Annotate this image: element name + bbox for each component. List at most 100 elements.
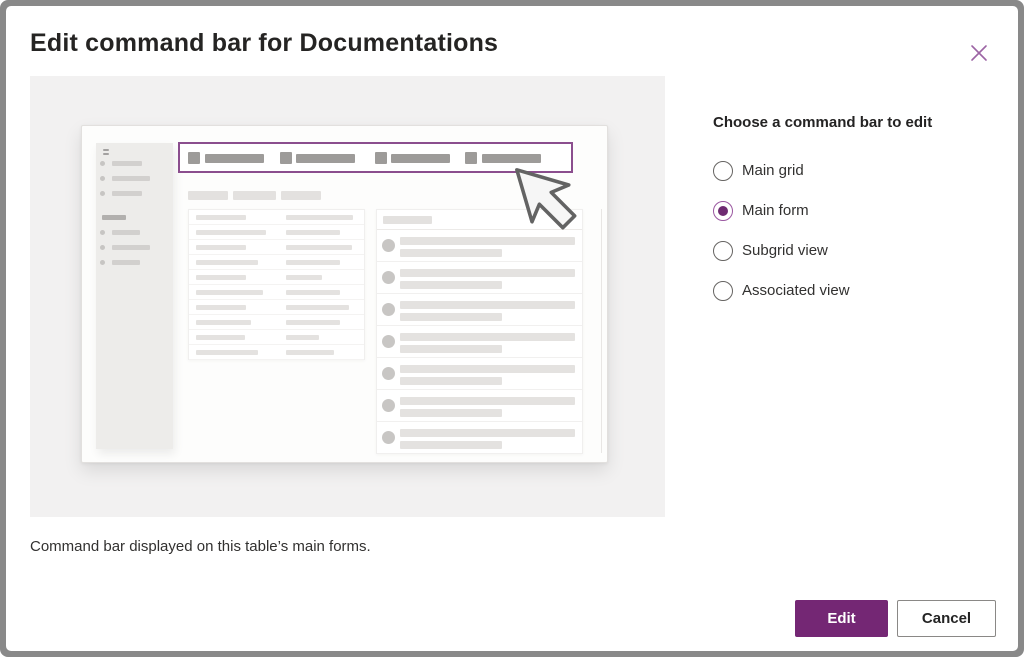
- wireframe-timeline-list: [376, 209, 583, 454]
- list-item-avatar: [382, 303, 395, 316]
- sidebar-item-bullet: [100, 245, 105, 250]
- list-item: [377, 358, 582, 390]
- list-item: [377, 230, 582, 262]
- command-label-bar: [296, 153, 355, 163]
- dialog-caption: Command bar displayed on this table’s ma…: [30, 538, 371, 555]
- field-label-bar: [196, 215, 246, 220]
- field-value-bar: [286, 245, 352, 250]
- command-label-bar: [391, 153, 450, 163]
- field-value-bar: [286, 290, 340, 295]
- close-icon: [971, 45, 987, 61]
- field-label-bar: [196, 290, 263, 295]
- list-item: [377, 262, 582, 294]
- form-field-row: [189, 270, 364, 285]
- field-value-bar: [286, 230, 340, 235]
- list-item-line-short: [400, 313, 502, 321]
- list-item-line-short: [400, 409, 502, 417]
- radio-unselected-icon: [713, 280, 733, 301]
- field-value-bar: [286, 305, 349, 310]
- list-header: [377, 210, 582, 230]
- list-item-line-long: [400, 365, 575, 373]
- tab-bar: [281, 191, 321, 200]
- list-item-line-long: [400, 333, 575, 341]
- list-item-line-short: [400, 249, 502, 257]
- sidebar-item-bar: [112, 230, 140, 235]
- wireframe-sidebar: [96, 143, 173, 449]
- sidebar-item-bar: [112, 260, 140, 265]
- dialog-title: Edit command bar for Documentations: [30, 29, 499, 57]
- form-field-row: [189, 225, 364, 240]
- field-value-bar: [286, 215, 353, 220]
- form-field-row: [189, 345, 364, 360]
- field-label-bar: [196, 335, 245, 340]
- list-item-line-long: [400, 429, 575, 437]
- radio-dot: [718, 205, 728, 216]
- sidebar-item-bullet: [100, 161, 105, 166]
- wireframe-form-fields: [188, 209, 365, 360]
- wireframe-tabs: [188, 191, 368, 200]
- list-item: [377, 390, 582, 422]
- list-item-avatar: [382, 367, 395, 380]
- radio-unselected-icon: [713, 160, 733, 181]
- sidebar-item-bullet: [100, 230, 105, 235]
- command-icon-square: [465, 152, 477, 164]
- chooser-heading: Choose a command bar to edit: [713, 114, 933, 131]
- form-field-row: [189, 255, 364, 270]
- sidebar-item-bar: [112, 245, 150, 250]
- list-item: [377, 326, 582, 358]
- radio-label: Subgrid view: [742, 242, 828, 259]
- cursor-arrow-icon: [515, 168, 577, 230]
- hamburger-icon-bar: [103, 149, 109, 151]
- sidebar-item-bar: [112, 191, 142, 196]
- edit-button[interactable]: Edit: [795, 600, 888, 637]
- command-label-bar: [205, 153, 264, 163]
- sidebar-item-bar: [112, 176, 150, 181]
- field-label-bar: [196, 275, 246, 280]
- radio-option-subgrid-view[interactable]: Subgrid view: [713, 240, 828, 261]
- close-button[interactable]: [963, 37, 995, 69]
- list-item-avatar: [382, 239, 395, 252]
- radio-label: Main grid: [742, 162, 804, 179]
- highlighted-command-bar: [178, 142, 573, 173]
- field-label-bar: [196, 230, 266, 235]
- list-item-line-short: [400, 281, 502, 289]
- radio-unselected-icon: [713, 240, 733, 261]
- list-item: [377, 294, 582, 326]
- list-item-line-short: [400, 441, 502, 449]
- radio-option-main-grid[interactable]: Main grid: [713, 160, 804, 181]
- sidebar-item-bullet: [100, 191, 105, 196]
- form-field-row: [189, 240, 364, 255]
- field-value-bar: [286, 335, 319, 340]
- radio-selected-icon: [713, 200, 733, 221]
- list-item-avatar: [382, 335, 395, 348]
- edit-command-bar-dialog: Edit command bar for Documentations Comm…: [6, 6, 1018, 651]
- hamburger-icon-bar: [103, 153, 109, 155]
- tab-bar: [188, 191, 228, 200]
- command-icon-square: [375, 152, 387, 164]
- tab-bar: [233, 191, 276, 200]
- form-field-row: [189, 330, 364, 345]
- field-label-bar: [196, 260, 258, 265]
- sidebar-item-bar: [112, 161, 142, 166]
- list-item-avatar: [382, 271, 395, 284]
- list-item-avatar: [382, 431, 395, 444]
- field-label-bar: [196, 305, 246, 310]
- command-icon-square: [188, 152, 200, 164]
- preview-panel: [30, 76, 665, 517]
- sidebar-item-bullet: [100, 176, 105, 181]
- field-label-bar: [196, 320, 251, 325]
- field-label-bar: [196, 350, 258, 355]
- list-item-line-long: [400, 397, 575, 405]
- list-item-line-long: [400, 269, 575, 277]
- wireframe-scrollbar: [601, 209, 602, 453]
- form-field-row: [189, 315, 364, 330]
- list-item-line-short: [400, 345, 502, 353]
- radio-option-main-form[interactable]: Main form: [713, 200, 809, 221]
- command-label-bar: [482, 153, 541, 163]
- list-item: [377, 422, 582, 454]
- list-item-line-short: [400, 377, 502, 385]
- radio-option-associated-view[interactable]: Associated view: [713, 280, 850, 301]
- cancel-button[interactable]: Cancel: [897, 600, 996, 637]
- field-value-bar: [286, 275, 322, 280]
- field-value-bar: [286, 260, 340, 265]
